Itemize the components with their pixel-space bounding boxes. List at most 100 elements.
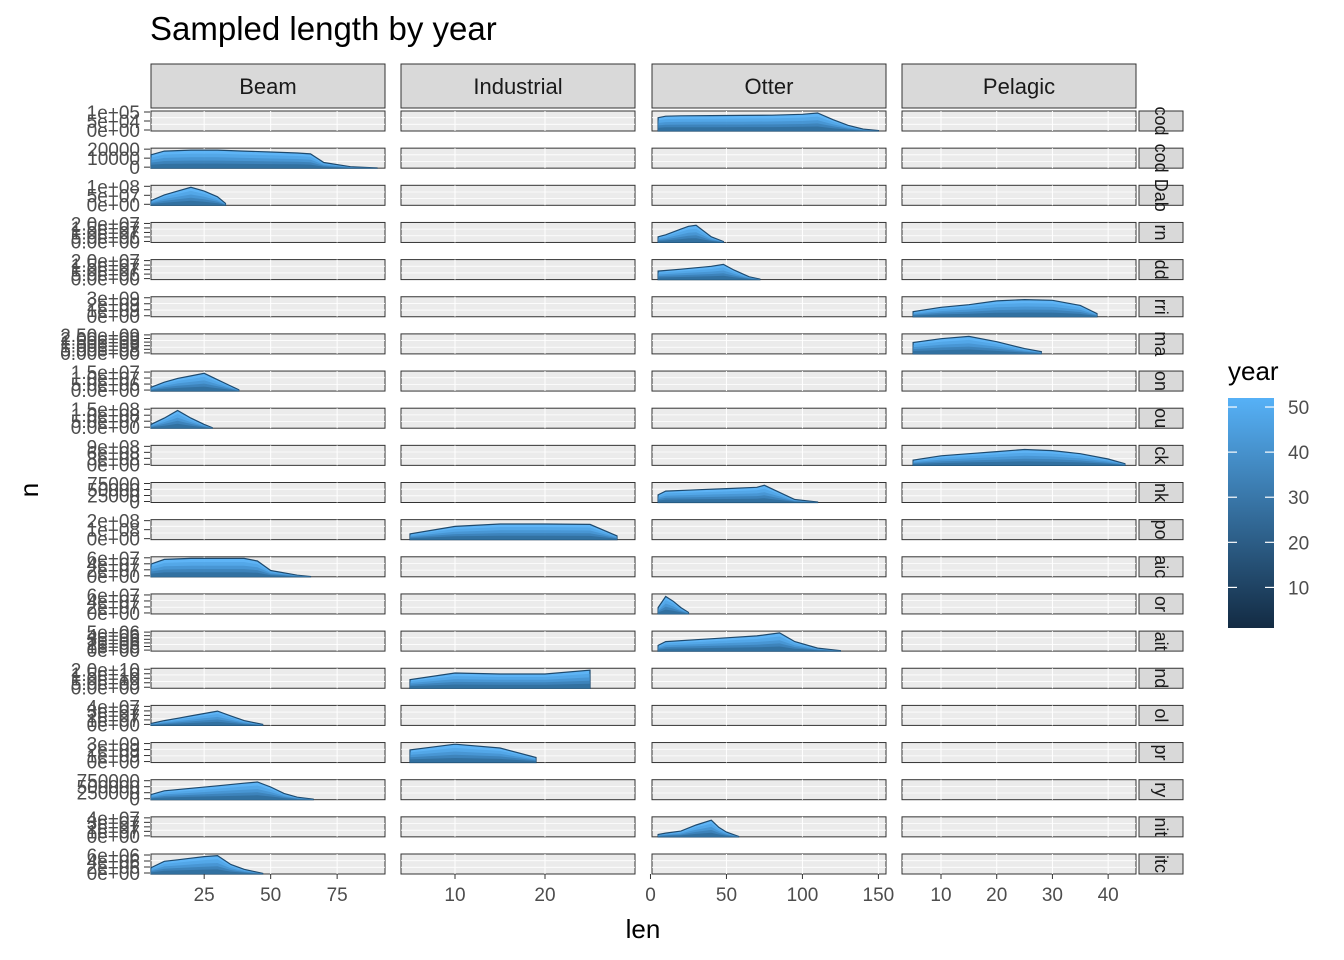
y-tick-label: 4e+06 (87, 852, 140, 873)
area-series (657, 819, 740, 838)
facet-strip-species (1138, 184, 1184, 206)
facet-panel (651, 147, 887, 169)
area-series (657, 595, 690, 615)
facet-panel (651, 519, 887, 541)
x-tick-label: 100 (787, 885, 819, 906)
facet-panel (150, 444, 386, 466)
y-tick-label: 2e+09 (87, 295, 140, 316)
facet-strip-species-label: rri (1151, 299, 1171, 315)
y-tick-label: 1.0e+10 (71, 669, 140, 690)
area-layer (151, 869, 263, 874)
facet-panel (901, 482, 1137, 503)
y-tick-label: 3e+07 (87, 813, 140, 834)
facet-panel (150, 259, 386, 281)
facet-strip-species-label: on (1151, 371, 1171, 391)
y-tick-label: 2.0e+07 (71, 252, 140, 273)
facet-strip-species-label: ou (1151, 408, 1171, 428)
y-tick-label: 0e+00 (87, 307, 140, 328)
area-series (409, 669, 591, 689)
facet-panel (400, 482, 636, 503)
area-series (150, 186, 227, 206)
facet-strip-species (1138, 667, 1184, 689)
y-tick-label: 3e+07 (87, 702, 140, 723)
y-tick-label: 2e+09 (87, 741, 140, 762)
y-tick-label: 1e+06 (87, 638, 140, 659)
y-tick-label: 3e+09 (87, 735, 140, 756)
x-tick-label: 75 (327, 885, 348, 906)
facet-strip-label: Otter (745, 74, 794, 99)
x-tick-label: 150 (863, 885, 895, 906)
area-layer (410, 683, 590, 689)
y-tick-label: 4e+07 (87, 555, 140, 576)
y-tick-label: 6e+08 (87, 443, 140, 464)
facet-strip-species (1138, 407, 1184, 429)
y-tick-label: 2.0e+07 (71, 214, 140, 235)
legend-colorbar (1228, 398, 1274, 628)
facet-strip-species-label: or (1151, 596, 1171, 612)
area-layer (658, 498, 818, 503)
facet-panel (400, 593, 636, 615)
chart-title: Sampled length by year (150, 10, 497, 47)
facet-strip-species-label: ck (1151, 446, 1171, 465)
area-series (150, 557, 312, 578)
facet-panel (901, 147, 1137, 169)
facet-panel (400, 333, 636, 355)
facet-panel (150, 296, 386, 318)
area-layer (151, 572, 311, 577)
facet-strip-species (1138, 147, 1184, 169)
y-tick-label: 0 (129, 493, 140, 514)
y-tick-label: 4e+07 (87, 592, 140, 613)
facet-strip-species (1138, 704, 1184, 726)
facet-strip-species (1138, 556, 1184, 578)
facet-panel (651, 667, 887, 689)
area-layer (658, 609, 689, 614)
y-tick-label: 5.0e+06 (71, 228, 140, 249)
y-tick-label: 0e+00 (87, 604, 140, 625)
y-tick-label: 0 (129, 158, 140, 179)
y-tick-label: 0.0e+00 (71, 678, 140, 699)
facet-panel (901, 110, 1137, 132)
legend-tick-label: 50 (1288, 398, 1309, 419)
y-tick-label: 6e+06 (87, 846, 140, 867)
facet-strip-pelagic (901, 63, 1137, 109)
y-tick-label: 5e+07 (87, 186, 140, 207)
y-tick-label: 6e+07 (87, 549, 140, 570)
facet-strip-species (1138, 370, 1184, 392)
facet-panel (400, 296, 636, 318)
facet-panel (901, 630, 1137, 652)
y-tick-label: 2e+07 (87, 706, 140, 727)
legend-title: year (1228, 356, 1279, 386)
area-layer (151, 163, 377, 169)
y-tick-label: 1.50e+09 (60, 333, 140, 354)
facet-panel (901, 221, 1137, 243)
facet-panel (901, 816, 1137, 838)
area-series (657, 112, 879, 132)
y-tick-label: 2.50e+09 (60, 326, 140, 347)
facet-panel (651, 779, 887, 801)
y-axis-label: n (14, 483, 44, 497)
y-tick-label: 2e+06 (87, 634, 140, 655)
area-series (150, 372, 240, 392)
facet-strip-species (1138, 630, 1184, 652)
y-tick-label: 0e+00 (87, 753, 140, 774)
facet-panel (400, 853, 636, 875)
y-tick-label: 1e+09 (87, 747, 140, 768)
facet-panel (150, 630, 386, 652)
area-series (150, 781, 314, 801)
y-tick-label: 2e+06 (87, 858, 140, 879)
facet-panel (901, 184, 1137, 206)
facet-strip-species-label: cod (1151, 106, 1171, 135)
area-layer (913, 461, 1125, 466)
y-tick-label: 1e+08 (87, 177, 140, 198)
area-series (409, 743, 537, 764)
facet-strip-species (1138, 519, 1184, 541)
y-tick-label: 2.00e+09 (60, 330, 140, 351)
y-tick-label: 500000 (77, 778, 140, 799)
facet-panel (400, 110, 636, 132)
y-tick-label: 2e+07 (87, 561, 140, 582)
y-tick-label: 0 (129, 790, 140, 811)
facet-strip-species (1138, 444, 1184, 466)
y-tick-label: 0e+00 (87, 530, 140, 551)
facet-panel (901, 259, 1137, 281)
y-tick-label: 1.0e+07 (71, 369, 140, 390)
